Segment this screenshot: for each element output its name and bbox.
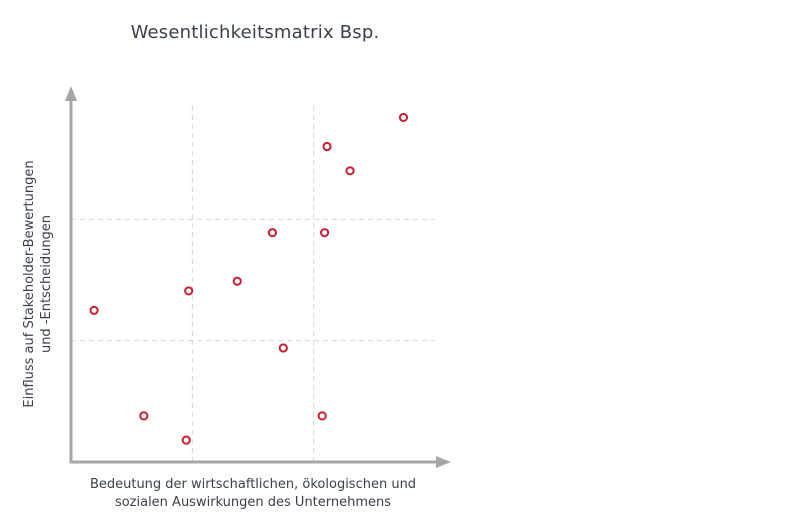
data-point — [319, 228, 330, 238]
x-axis-label-line-2: sozialen Auswirkungen des Unternehmens — [114, 495, 392, 510]
y-axis-label-line-1: Einfluss auf Stakeholder-Bewertungen — [22, 160, 37, 408]
data-points — [89, 112, 409, 445]
data-point — [322, 141, 332, 152]
chart-title: Wesentlichkeitsmatrix Bsp. — [130, 22, 380, 43]
data-point — [89, 305, 99, 315]
data-point — [278, 343, 288, 353]
y-axis-arrow-icon — [65, 86, 77, 101]
axes — [65, 86, 451, 468]
data-point — [184, 286, 194, 296]
data-point — [398, 112, 409, 123]
data-point — [232, 276, 242, 286]
x-axis-label: Bedeutung der wirtschaftlichen, ökologis… — [70, 476, 436, 512]
data-point — [345, 166, 355, 176]
y-axis-label-line-2: und -Entscheidungen — [39, 214, 54, 354]
y-axis-label: Einfluss auf Stakeholder-Bewertungen und… — [21, 134, 55, 434]
data-point — [181, 435, 191, 445]
x-axis-arrow-icon — [436, 456, 451, 468]
data-point — [267, 228, 278, 238]
grid-lines — [71, 106, 435, 462]
data-point — [317, 411, 327, 421]
x-axis-label-line-1: Bedeutung der wirtschaftlichen, ökologis… — [89, 477, 417, 492]
data-point — [139, 411, 149, 421]
